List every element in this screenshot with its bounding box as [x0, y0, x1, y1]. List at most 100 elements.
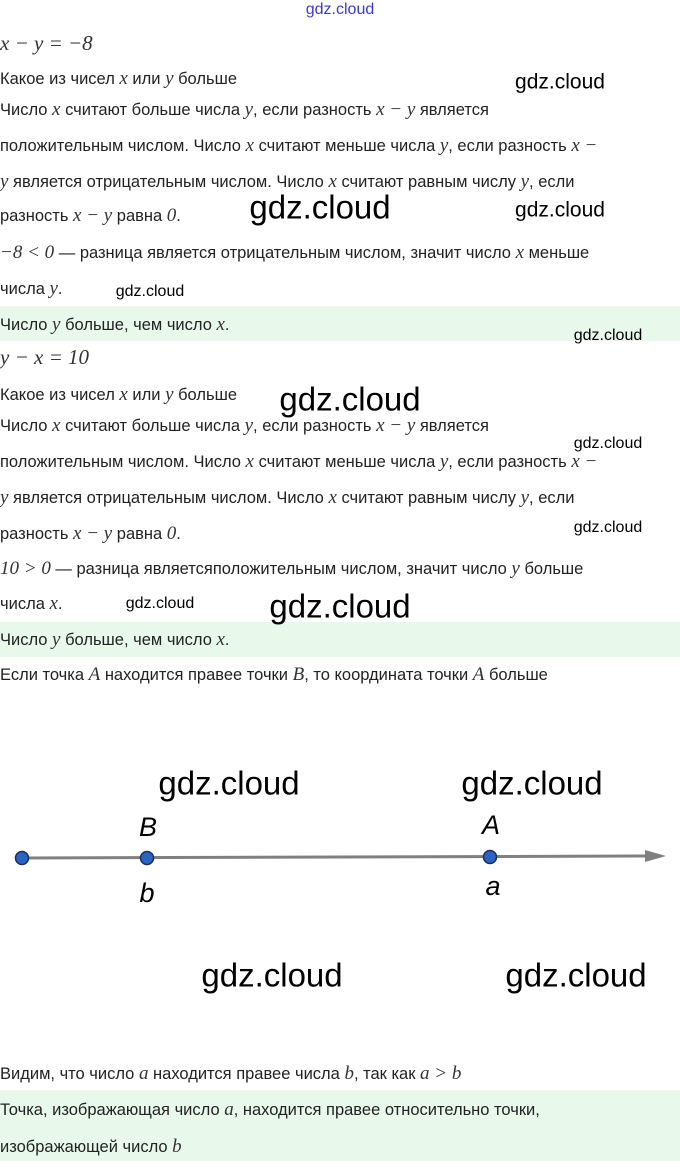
- watermark: gdz.cloud: [573, 435, 643, 452]
- math-expression: y − x = 10: [0, 345, 89, 369]
- text-segment: .: [57, 595, 63, 613]
- text-segment: равна: [112, 207, 167, 225]
- text-segment: считают равным числу: [336, 489, 521, 507]
- math-expression: x: [245, 451, 254, 472]
- math-expression: a > b: [420, 1063, 462, 1084]
- text-line: разность x − y равна 0.: [0, 524, 181, 544]
- text-segment: , если разность: [253, 417, 377, 435]
- text-segment: равна: [112, 525, 167, 543]
- watermark: gdz.cloud: [505, 956, 647, 994]
- text-line: y является отрицательным числом. Число x…: [0, 488, 574, 508]
- text-segment: Число: [0, 316, 53, 334]
- text-segment: .: [176, 525, 181, 543]
- math-expression: 0: [166, 205, 177, 226]
- math-expression: y: [52, 314, 61, 335]
- watermark: gdz.cloud: [158, 764, 300, 802]
- text-segment: больше: [173, 386, 238, 404]
- watermark: gdz.cloud: [573, 519, 643, 536]
- text-segment: больше: [519, 560, 584, 578]
- text-line: положительным числом. Число x считают ме…: [0, 452, 597, 472]
- math-expression: b: [172, 1136, 182, 1157]
- text-segment: , если разность: [448, 453, 572, 471]
- math-expression: x: [119, 68, 128, 89]
- text-segment: , так как: [353, 1065, 421, 1083]
- math-expression: x − y: [376, 99, 416, 120]
- watermark: gdz.cloud: [269, 587, 411, 625]
- math-expression: x: [52, 415, 61, 436]
- math-expression: x − y: [73, 205, 113, 226]
- math-expression: −8 < 0: [0, 242, 55, 263]
- text-segment: .: [224, 631, 230, 649]
- text-line: числа x.: [0, 594, 62, 614]
- math-expression: x −: [571, 451, 598, 472]
- text-segment: находится правее числа: [148, 1065, 345, 1083]
- number-line-figure: B b A a: [14, 810, 666, 908]
- text-segment: .: [224, 316, 230, 334]
- label-B: B: [139, 812, 157, 842]
- math-expression: x: [216, 314, 225, 335]
- text-segment: Какое из чисел: [0, 386, 120, 404]
- math-expression: x − y: [376, 415, 416, 436]
- answer-highlight-3: [0, 1090, 680, 1161]
- text-segment: Точка, изображающая число: [0, 1101, 225, 1119]
- math-expression: y: [49, 278, 58, 299]
- watermark: gdz.cloud: [125, 595, 195, 612]
- math-expression: x: [515, 242, 524, 263]
- math-expression: x: [52, 99, 61, 120]
- text-segment: разность: [0, 525, 74, 543]
- text-segment: .: [176, 207, 181, 225]
- text-line: Какое из чисел x или y больше: [0, 69, 237, 89]
- text-segment: Если точка: [0, 666, 89, 684]
- math-expression: x: [328, 487, 337, 508]
- text-line: y является отрицательным числом. Число x…: [0, 172, 574, 192]
- text-segment: Число: [0, 631, 53, 649]
- math-expression: b: [344, 1063, 354, 1084]
- math-expression: x − y: [73, 523, 113, 544]
- text-segment: изображающей число: [0, 1138, 173, 1156]
- site-link[interactable]: gdz.cloud: [305, 1, 375, 18]
- point-b: [139, 850, 155, 866]
- number-line-axis: [21, 854, 651, 860]
- text-segment: является: [415, 101, 489, 119]
- text-segment: , если: [529, 489, 575, 507]
- text-segment: или: [127, 386, 166, 404]
- text-line: Число x считают больше числа y, если раз…: [0, 100, 489, 120]
- text-line: Если точка A находится правее точки B, т…: [0, 665, 548, 685]
- math-expression: y: [52, 629, 61, 650]
- point-a: [482, 849, 498, 865]
- math-expression: 0: [166, 523, 177, 544]
- text-line: x − y = −8: [0, 33, 93, 55]
- text-segment: больше: [484, 666, 548, 684]
- text-line: Точка, изображающая число a, находится п…: [0, 1100, 540, 1120]
- watermark: gdz.cloud: [279, 380, 421, 418]
- text-line: −8 < 0 — разница является отрицательным …: [0, 243, 589, 263]
- text-segment: или: [127, 70, 166, 88]
- point-origin: [14, 850, 30, 866]
- text-segment: , если: [529, 173, 575, 191]
- text-segment: , то координата точки: [304, 666, 473, 684]
- text-line: Какое из чисел x или y больше: [0, 385, 237, 405]
- text-segment: считают больше числа: [60, 417, 245, 435]
- text-line: разность x − y равна 0.: [0, 206, 181, 226]
- watermark: gdz.cloud: [201, 956, 343, 994]
- watermark: gdz.cloud: [115, 283, 185, 300]
- text-segment: — разница являетсяположительным числом, …: [50, 560, 512, 578]
- math-expression: 10 > 0: [0, 558, 51, 579]
- text-segment: является: [415, 417, 489, 435]
- text-line: y − x = 10: [0, 347, 89, 369]
- text-segment: положительным числом. Число: [0, 137, 246, 155]
- math-expression: B: [292, 664, 305, 685]
- text-segment: — разница является отрицательным числом,…: [54, 244, 516, 262]
- text-segment: .: [57, 280, 63, 298]
- text-segment: числа: [0, 280, 50, 298]
- text-segment: Какое из чисел: [0, 70, 120, 88]
- text-segment: является отрицательным числом. Число: [8, 489, 329, 507]
- math-expression: y: [0, 487, 9, 508]
- math-expression: y: [439, 135, 449, 156]
- watermark: gdz.cloud: [515, 198, 605, 222]
- text-line: Видим, что число a находится правее числ…: [0, 1064, 461, 1084]
- math-expression: x: [119, 384, 128, 405]
- text-line: числа y.: [0, 279, 62, 299]
- watermark: gdz.cloud: [249, 188, 391, 226]
- watermark: gdz.cloud: [515, 70, 605, 94]
